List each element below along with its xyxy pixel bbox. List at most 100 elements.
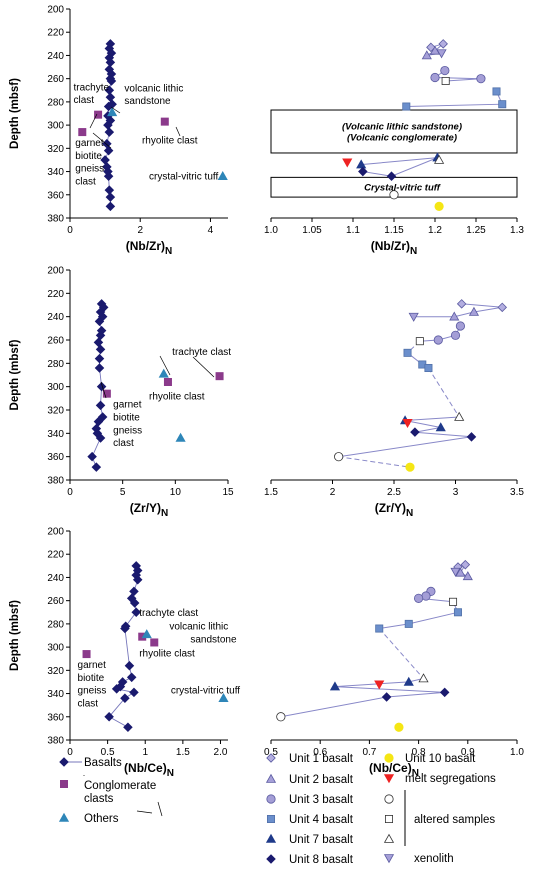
point-u8 [439,687,450,698]
y-tick-label: 220 [47,289,64,300]
point-u7 [403,676,414,686]
point-u1 [438,39,448,49]
point-diamond [132,575,143,585]
point-diamond [103,145,114,156]
leader-line [159,355,171,376]
y-tick-label: 220 [47,28,64,39]
point-diamond [104,127,115,137]
x-tick-label: 1.2 [428,225,442,236]
legend-label-others: Others [84,813,119,825]
point-u10 [405,462,415,472]
annotation: crystal-vitric tuff [149,172,218,183]
y-tick-label: 260 [47,596,64,607]
panel-nbce_zoom: 0.5 0.6 0.7 0.8 0.9 1.0 (Nb/Ce)N [264,559,524,779]
point-diamond [95,433,106,443]
panel-nbzr_zoom: 1.0 1.05 1.1 1.15 1.2 1.25 1.3 (Nb/Zr)N (Volcani… [264,39,524,257]
legend-label-u2: Unit 2 basalt [289,774,354,786]
point-diamond [87,451,97,462]
point-diamond [103,101,114,112]
legend-label-conglomerate-2: clasts [84,793,114,805]
x-axis-label: (Nb/Ce)N [369,761,419,779]
y-tick-label: 340 [47,689,64,700]
point-square [102,389,111,398]
legend-marker-u2 [265,773,277,783]
point-diamond [105,92,116,103]
x-axis-label: (Zr/Y)N [130,501,169,519]
point-u1 [456,299,467,309]
unit-box-label: Crystal-vitric tuff [364,183,441,194]
y-tick-label: 200 [47,5,64,16]
point-alt_tri [434,154,445,164]
connector [413,303,503,318]
connector [406,91,503,107]
legend-marker-u8 [266,854,276,864]
point-u4 [404,619,413,628]
point-diamond [123,722,133,732]
y-axis-label: Depth (mbsf) [9,600,21,671]
point-u2 [468,306,480,316]
y-tick-label: 200 [47,527,64,538]
x-tick-label: 1.0 [510,747,524,758]
point-diamond [95,400,106,411]
annotation: rhyolite clast [142,136,198,147]
annotation: crystal-vitric tuff [171,686,240,697]
point-diamond [124,660,135,671]
leader-line [110,106,121,114]
point-diamond [129,586,139,597]
x-tick-label: 2.0 [214,747,228,758]
point-alt [441,76,450,85]
leader-line [92,132,112,149]
point-diamond [94,353,105,364]
unit-box-label: (Volcanic lithic sandstone) [342,121,462,132]
x-tick-label: 1.0 [264,225,278,236]
y-tick-label: 300 [47,643,64,654]
x-tick-label: 0.7 [362,747,376,758]
annotation: trachyte [74,82,110,93]
legend-marker-u4 [266,815,275,824]
point-xen [450,567,461,577]
annotation: garnet [113,400,142,411]
point-alt [449,597,458,606]
point-u4 [453,608,462,617]
point-alt_circle [389,190,399,200]
y-tick-label: 360 [47,712,64,723]
point-u8 [410,427,420,437]
legend-label-altered: altered samples [414,814,495,826]
point-diamond [105,201,116,212]
x-tick-label: 3.5 [510,487,524,498]
x-tick-label: 0 [67,487,73,498]
annotation: biotite [75,151,102,162]
x-tick-label: 3 [453,487,459,498]
connector-dashed [427,367,460,418]
x-tick-label: 1.15 [384,225,404,236]
point-diamond [106,76,117,86]
point-diamond [129,598,140,608]
panel-zry_zoom: 1.5 2 2.5 3 3.5 (Zr/Y)N [264,299,524,519]
point-u7 [329,681,341,691]
unit-box [270,109,518,154]
point-u3 [450,330,461,340]
x-tick-label: 2 [330,487,336,498]
connector-dashed [378,628,424,679]
x-tick-label: 1.5 [264,487,278,498]
y-tick-label: 260 [47,336,64,347]
legend-marker-u7 [265,833,277,843]
point-triangle [217,170,228,181]
leader-line [175,126,181,137]
annotation: sandstone [124,96,171,107]
y-tick-label: 340 [47,429,64,440]
point-diamond [111,684,122,694]
y-tick-label: 280 [47,97,64,108]
x-tick-label: 1.5 [176,747,190,758]
point-diamond [94,363,105,373]
point-diamond [93,416,104,427]
point-u4 [403,348,412,357]
point-u2 [449,311,460,321]
annotation: rhyolite clast [139,648,195,659]
x-tick-label: 0.5 [264,747,278,758]
leader-line [89,113,98,129]
x-tick-label: 1.1 [346,225,360,236]
y-tick-label: 240 [47,573,64,584]
y-tick-label: 340 [47,167,64,178]
point-square [215,372,224,381]
